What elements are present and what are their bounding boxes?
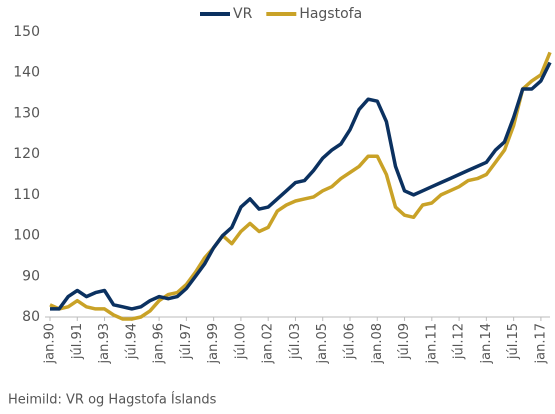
x-tick-label: júl.12 xyxy=(452,323,467,360)
series-line xyxy=(50,61,552,311)
x-tick-label: jan.90 xyxy=(43,323,58,365)
x-tick-label: jan.99 xyxy=(206,323,221,365)
y-tick-label: 150 xyxy=(13,24,40,40)
series-line xyxy=(49,51,552,321)
y-tick-label: 90 xyxy=(22,268,40,284)
x-tick-label: jan.08 xyxy=(370,323,385,365)
y-tick-label: 130 xyxy=(13,105,40,121)
x-tick-label: jan.17 xyxy=(533,323,548,365)
x-tick-label: júl.06 xyxy=(343,323,358,360)
x-tick-label: jan.05 xyxy=(315,323,330,365)
x-tick-label: jan.02 xyxy=(261,323,276,365)
x-tick-label: jan.14 xyxy=(479,323,494,365)
x-tick-label: júl.91 xyxy=(70,323,85,360)
source-note: Heimild: VR og Hagstofa Íslands xyxy=(8,392,217,408)
x-tick-label: júl.03 xyxy=(288,323,303,360)
x-tick-label: júl.09 xyxy=(397,323,412,360)
x-tick-label: júl.94 xyxy=(124,323,139,360)
x-tick-label: jan.96 xyxy=(152,323,167,365)
y-tick-label: 140 xyxy=(13,65,40,81)
x-tick-label: júl.97 xyxy=(179,323,194,360)
y-tick-label: 80 xyxy=(22,309,40,325)
y-tick-label: 110 xyxy=(13,187,40,203)
y-tick-label: 100 xyxy=(13,228,40,244)
y-tick-label: 120 xyxy=(13,146,40,162)
legend-label: VR xyxy=(233,6,253,22)
x-tick-label: jan.11 xyxy=(424,323,439,365)
legend-label: Hagstofa xyxy=(299,6,362,22)
x-tick-label: júl.15 xyxy=(506,323,521,360)
x-tick-label: jan.93 xyxy=(97,323,112,365)
x-tick-label: júl.00 xyxy=(233,323,248,360)
